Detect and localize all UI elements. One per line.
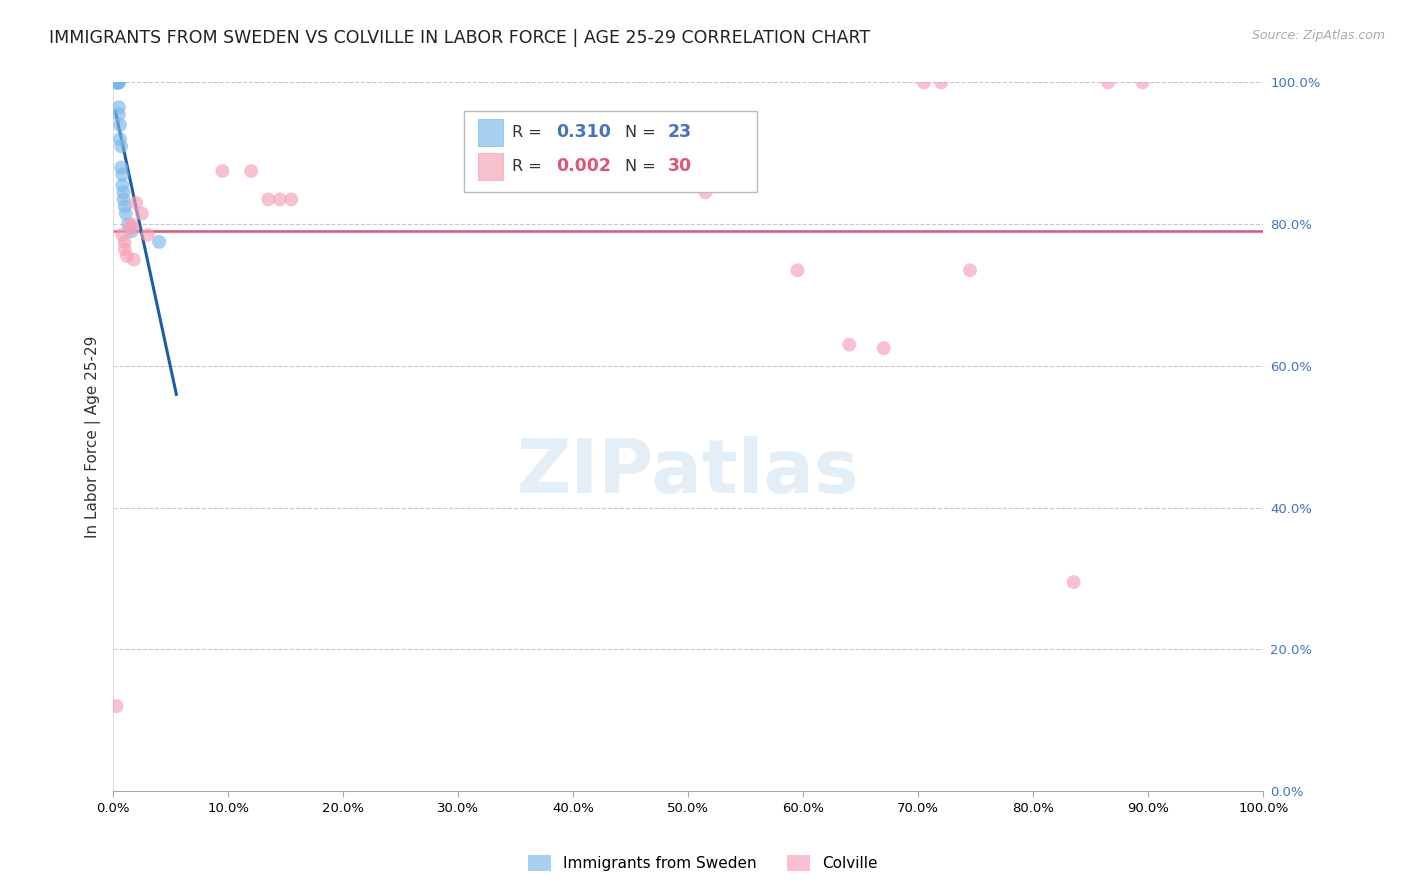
Text: R =: R = <box>512 159 547 174</box>
Point <box>110 161 132 175</box>
Point <box>136 227 159 242</box>
Point <box>105 75 128 89</box>
Point <box>1063 575 1085 590</box>
FancyBboxPatch shape <box>464 111 758 193</box>
Point <box>671 168 693 182</box>
Text: 0.310: 0.310 <box>555 123 610 141</box>
Text: R =: R = <box>512 125 547 139</box>
Point <box>505 164 527 178</box>
Point <box>108 100 131 114</box>
Point <box>104 75 127 89</box>
Text: N =: N = <box>626 125 661 139</box>
Point <box>114 235 136 249</box>
Bar <box>478 153 503 179</box>
Text: Source: ZipAtlas.com: Source: ZipAtlas.com <box>1251 29 1385 42</box>
Bar <box>478 119 503 145</box>
Text: IMMIGRANTS FROM SWEDEN VS COLVILLE IN LABOR FORCE | AGE 25-29 CORRELATION CHART: IMMIGRANTS FROM SWEDEN VS COLVILLE IN LA… <box>49 29 870 46</box>
Y-axis label: In Labor Force | Age 25-29: In Labor Force | Age 25-29 <box>86 335 101 538</box>
Point <box>117 217 139 231</box>
Point <box>269 193 291 207</box>
Point <box>959 263 981 277</box>
Point <box>108 75 131 89</box>
Point <box>257 193 280 207</box>
Point <box>1097 75 1119 89</box>
Legend: Immigrants from Sweden, Colville: Immigrants from Sweden, Colville <box>522 849 884 877</box>
Point <box>108 132 131 146</box>
Point <box>280 193 302 207</box>
Point <box>111 227 134 242</box>
Point <box>125 195 148 210</box>
Point <box>838 337 860 351</box>
Text: 0.002: 0.002 <box>555 157 612 175</box>
Point <box>114 242 136 256</box>
Point <box>211 164 233 178</box>
Point <box>148 235 170 249</box>
Point <box>110 139 132 153</box>
Point <box>131 206 153 220</box>
Point <box>111 168 134 182</box>
Point <box>120 220 142 235</box>
Point <box>121 217 143 231</box>
Point <box>114 206 136 220</box>
Point <box>107 75 129 89</box>
Point <box>695 186 717 200</box>
Text: 23: 23 <box>668 123 692 141</box>
Point <box>873 341 896 355</box>
Point <box>929 75 952 89</box>
Point <box>786 263 808 277</box>
Point <box>111 178 134 193</box>
Point <box>112 193 135 207</box>
Text: N =: N = <box>626 159 661 174</box>
Text: ZIPatlas: ZIPatlas <box>517 435 859 508</box>
Point <box>108 118 131 132</box>
Point <box>522 175 544 189</box>
Point <box>1132 75 1154 89</box>
Point <box>107 75 129 89</box>
Point <box>108 75 131 89</box>
Point <box>105 699 128 714</box>
Point <box>114 199 136 213</box>
Point <box>107 75 129 89</box>
Point <box>240 164 263 178</box>
Point <box>122 252 145 267</box>
Text: 30: 30 <box>668 157 692 175</box>
Point <box>115 249 138 263</box>
Point <box>121 220 143 235</box>
Point <box>912 75 935 89</box>
Point <box>112 186 135 200</box>
Point <box>121 224 143 238</box>
Point <box>108 107 131 121</box>
Point <box>105 75 128 89</box>
